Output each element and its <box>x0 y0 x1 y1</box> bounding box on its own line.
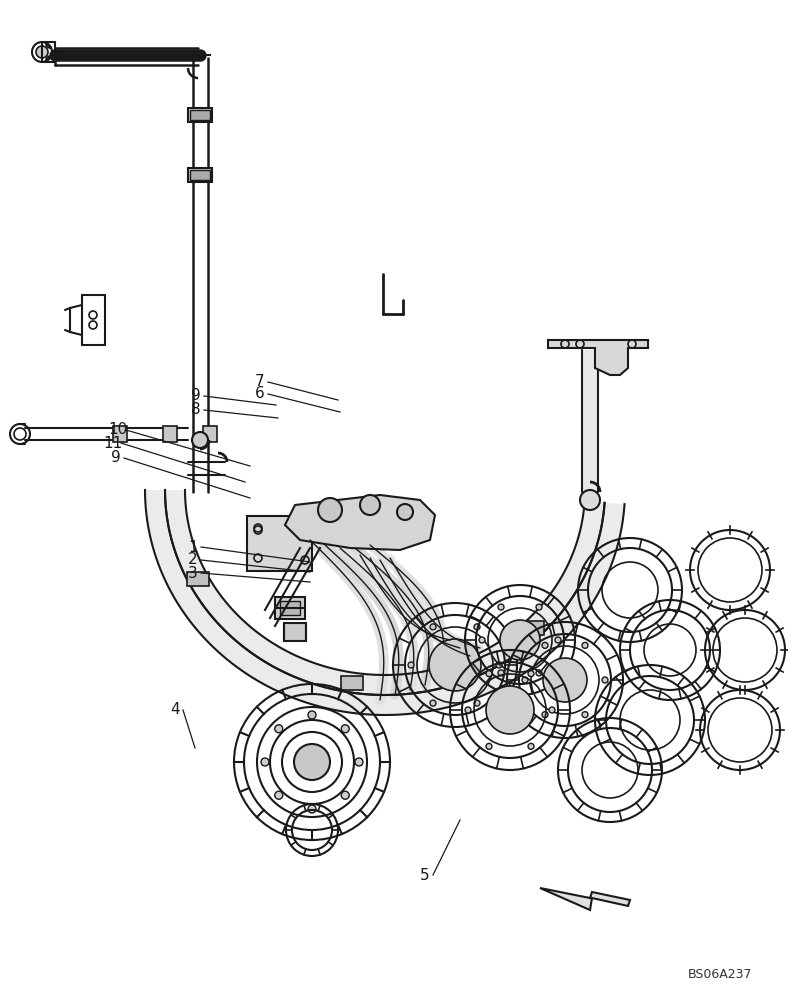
Circle shape <box>275 791 283 799</box>
Bar <box>163 426 177 442</box>
Circle shape <box>474 624 480 630</box>
Circle shape <box>498 670 504 676</box>
Bar <box>188 108 212 122</box>
Text: 11: 11 <box>103 436 123 450</box>
Circle shape <box>308 711 316 719</box>
Circle shape <box>308 805 316 813</box>
Text: 8: 8 <box>191 402 201 418</box>
Circle shape <box>522 677 528 683</box>
Circle shape <box>543 658 587 702</box>
Polygon shape <box>540 888 630 910</box>
Circle shape <box>549 707 555 713</box>
Text: 4: 4 <box>170 702 180 718</box>
Circle shape <box>397 504 413 520</box>
Circle shape <box>486 686 534 734</box>
Circle shape <box>536 670 542 676</box>
Circle shape <box>582 712 588 718</box>
Circle shape <box>192 432 208 448</box>
Circle shape <box>602 677 608 683</box>
Circle shape <box>341 791 349 799</box>
Circle shape <box>528 743 534 749</box>
Bar <box>275 597 305 619</box>
Bar <box>190 170 210 180</box>
Circle shape <box>496 662 502 668</box>
Circle shape <box>474 700 480 706</box>
Bar <box>188 168 212 182</box>
Circle shape <box>536 604 542 610</box>
Text: 9: 9 <box>191 388 201 403</box>
Text: 7: 7 <box>255 374 265 389</box>
Circle shape <box>294 744 330 780</box>
Polygon shape <box>145 490 625 715</box>
Circle shape <box>479 637 485 643</box>
Bar <box>190 110 210 120</box>
Text: 9: 9 <box>111 450 121 466</box>
Circle shape <box>542 642 548 648</box>
Circle shape <box>580 490 600 510</box>
Circle shape <box>528 671 534 677</box>
Circle shape <box>430 700 436 706</box>
Circle shape <box>430 624 436 630</box>
Text: 2: 2 <box>188 552 198 568</box>
Circle shape <box>486 671 492 677</box>
Text: 3: 3 <box>188 566 198 580</box>
Bar <box>280 601 300 615</box>
Polygon shape <box>548 340 648 375</box>
Bar <box>522 621 545 635</box>
Polygon shape <box>582 350 598 492</box>
Circle shape <box>261 758 269 766</box>
Circle shape <box>582 642 588 648</box>
Polygon shape <box>165 490 604 695</box>
Polygon shape <box>285 495 435 550</box>
Bar <box>187 572 209 586</box>
Circle shape <box>542 712 548 718</box>
Bar <box>284 623 306 641</box>
Text: 10: 10 <box>109 422 128 438</box>
Circle shape <box>275 725 283 733</box>
Circle shape <box>555 637 561 643</box>
Circle shape <box>465 707 471 713</box>
Text: 5: 5 <box>420 867 429 882</box>
Circle shape <box>360 495 380 515</box>
Bar <box>113 426 127 442</box>
Circle shape <box>355 758 363 766</box>
Circle shape <box>429 639 481 691</box>
Circle shape <box>341 725 349 733</box>
Bar <box>247 516 313 570</box>
Circle shape <box>498 604 504 610</box>
Circle shape <box>408 662 414 668</box>
Circle shape <box>486 743 492 749</box>
Circle shape <box>500 620 540 660</box>
Bar <box>203 426 217 442</box>
Bar <box>341 676 363 690</box>
Circle shape <box>36 46 48 58</box>
Text: 1: 1 <box>188 540 198 554</box>
Text: 6: 6 <box>255 386 265 401</box>
Circle shape <box>318 498 342 522</box>
Text: BS06A237: BS06A237 <box>688 968 753 982</box>
